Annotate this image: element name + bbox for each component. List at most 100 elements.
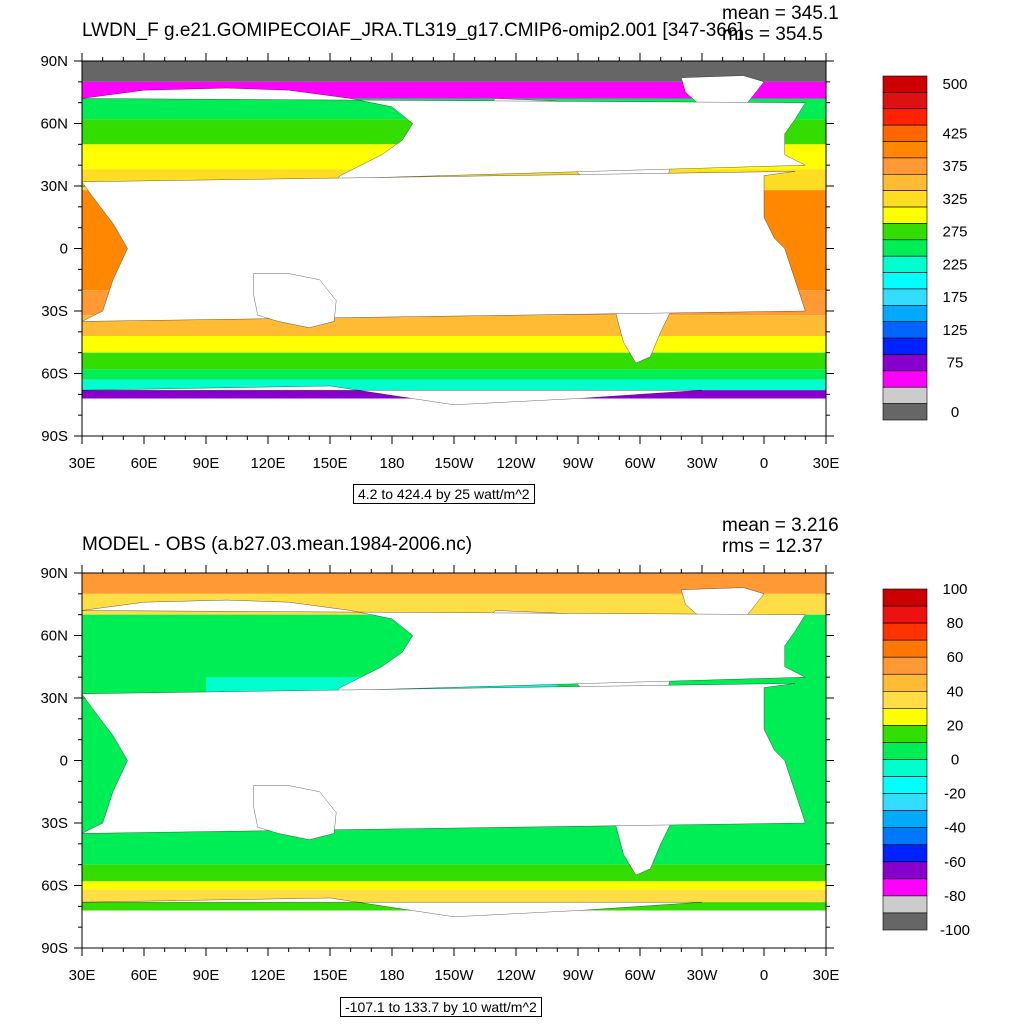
colorbar-swatch <box>882 124 928 142</box>
colorbar-label: -60 <box>944 854 966 871</box>
colorbar-swatch <box>882 622 928 641</box>
colorbar-swatch <box>882 844 928 863</box>
colorbar-swatch <box>882 725 928 743</box>
lon-tick-label: 90E <box>193 967 220 984</box>
lon-tick-label: 30E <box>69 455 96 472</box>
land-antarctica <box>82 385 703 436</box>
ocean-band <box>82 881 826 890</box>
ocean-band <box>82 352 826 370</box>
lat-tick-label: 60N <box>40 116 68 133</box>
lon-tick-label: 60E <box>131 967 158 984</box>
colorbar-swatch <box>882 827 928 846</box>
colorbar-swatch <box>882 255 928 273</box>
colorbar-label: 0 <box>951 404 959 421</box>
ocean-band <box>82 379 826 391</box>
lon-tick-label: 30W <box>687 967 719 984</box>
lat-tick-label: 60S <box>41 878 68 895</box>
colorbar-label: 20 <box>947 717 964 734</box>
colorbar-swatch <box>882 605 928 624</box>
land-australia <box>253 785 337 840</box>
lon-tick-label: 180 <box>379 455 404 472</box>
lon-tick-label: 60W <box>625 967 657 984</box>
lat-tick-label: 60S <box>41 366 68 383</box>
land-africa <box>82 683 806 834</box>
colorbar-swatch <box>882 742 928 760</box>
lon-tick-label: 120W <box>496 455 536 472</box>
ocean-band <box>82 61 826 82</box>
lon-tick-label: 180 <box>379 967 404 984</box>
colorbar-swatch <box>882 288 928 306</box>
colorbar-swatch <box>882 673 928 692</box>
colorbar-swatch <box>882 403 928 421</box>
colorbar-swatch <box>882 691 928 709</box>
lat-tick-label: 30N <box>40 178 68 195</box>
lat-tick-label: 90S <box>41 428 68 445</box>
lon-tick-label: 60E <box>131 455 158 472</box>
lon-tick-label: 90E <box>193 455 220 472</box>
lon-tick-label: 30E <box>69 967 96 984</box>
colorbar-swatch <box>882 639 928 658</box>
lon-tick-label: 120E <box>250 455 285 472</box>
lon-tick-label: 90W <box>563 455 595 472</box>
lon-tick-label: 120E <box>250 967 285 984</box>
colorbar-label: 60 <box>947 649 964 666</box>
colorbar-label: -20 <box>944 786 966 803</box>
lat-tick-label: 60N <box>40 628 68 645</box>
colorbar-label: 375 <box>942 158 967 175</box>
contour-range-label: 4.2 to 424.4 by 25 watt/m^2 <box>353 484 535 504</box>
lon-tick-label: 30E <box>813 967 840 984</box>
colorbar-swatch <box>882 321 928 339</box>
colorbar-swatch <box>882 223 928 241</box>
colorbar-label: 100 <box>942 581 967 598</box>
colorbar-swatch <box>882 588 928 607</box>
panel-lwdn-field: LWDN_F g.e21.GOMIPECOIAF_JRA.TL319_g17.C… <box>40 3 968 504</box>
colorbar-label: 75 <box>947 355 964 372</box>
lon-tick-label: 60W <box>625 455 657 472</box>
colorbar-swatch <box>882 157 928 175</box>
colorbar-label: -100 <box>940 922 970 939</box>
colorbar-swatch <box>882 108 928 126</box>
contour-range-label: -107.1 to 133.7 by 10 watt/m^2 <box>340 997 542 1017</box>
colorbar-label: 40 <box>947 683 964 700</box>
lat-tick-label: 90N <box>40 53 68 70</box>
panel-title: MODEL - OBS (a.b27.03.mean.1984-2006.nc) <box>82 534 473 555</box>
colorbar-swatch <box>882 810 928 828</box>
colorbar: 500 425 375 325 275 225 175 125 75 0 <box>882 75 968 421</box>
colorbar-label: 500 <box>942 76 967 93</box>
lon-tick-label: 30E <box>813 455 840 472</box>
rms-stat: rms = 354.5 <box>722 24 823 45</box>
colorbar-label: -80 <box>944 888 966 905</box>
lat-tick-label: 30S <box>41 815 68 832</box>
colorbar-swatch <box>882 239 928 257</box>
colorbar-label: 0 <box>951 752 959 769</box>
colorbar-swatch <box>882 141 928 159</box>
lon-tick-label: 90W <box>563 967 595 984</box>
ocean-band <box>82 369 826 380</box>
colorbar-swatch <box>882 912 928 931</box>
colorbar-swatch <box>882 776 928 794</box>
colorbar-swatch <box>882 861 928 880</box>
colorbar-swatch <box>882 370 928 388</box>
lat-tick-label: 0 <box>60 241 68 258</box>
colorbar-swatch <box>882 305 928 323</box>
land-australia <box>253 273 337 328</box>
colorbar-label: -40 <box>944 820 966 837</box>
mean-stat: mean = 3.216 <box>722 515 839 536</box>
lon-tick-label: 150W <box>434 455 474 472</box>
colorbar-swatch <box>882 386 928 404</box>
colorbar: 100 80 60 40 20 0 -20 -40 -60 -80 -100 <box>882 581 970 939</box>
colorbar-swatch <box>882 656 928 675</box>
colorbar-swatch <box>882 190 928 208</box>
colorbar-swatch <box>882 75 928 93</box>
colorbar-swatch <box>882 708 928 726</box>
colorbar-label: 80 <box>947 615 964 632</box>
lon-tick-label: 120W <box>496 967 536 984</box>
lon-tick-label: 150E <box>312 455 347 472</box>
colorbar-label: 225 <box>942 256 967 273</box>
lat-tick-label: 90N <box>40 565 68 582</box>
colorbar-swatch <box>882 206 928 224</box>
colorbar-label: 325 <box>942 191 967 208</box>
